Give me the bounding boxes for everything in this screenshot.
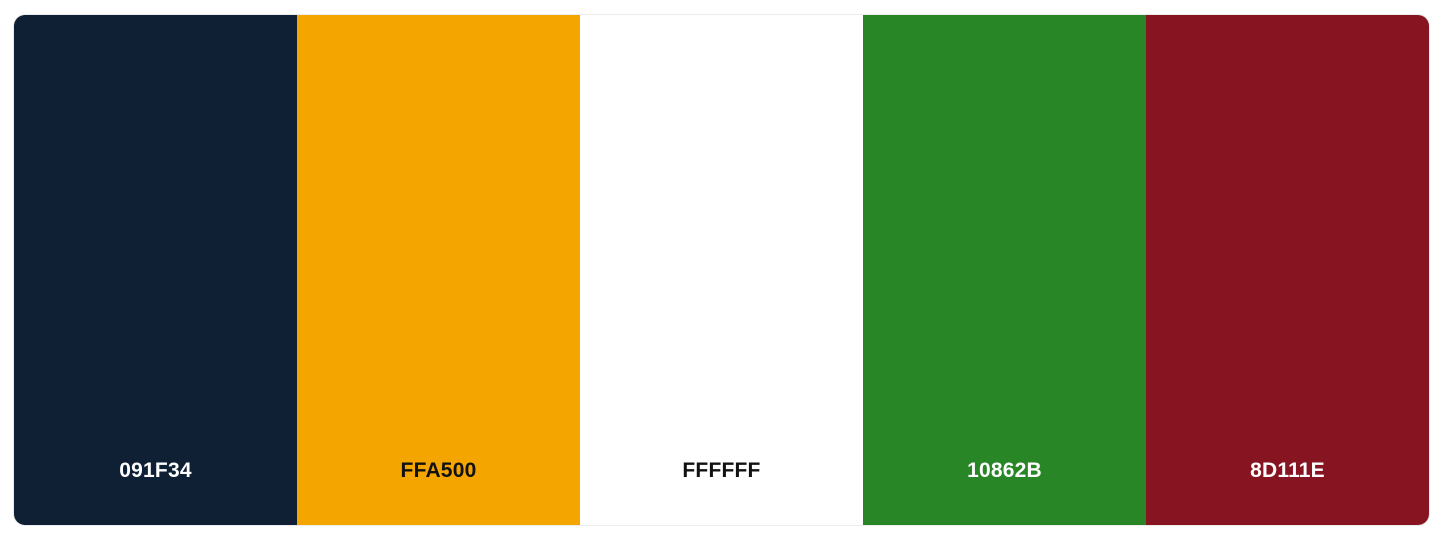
color-swatch[interactable]: 10862B [863,15,1146,525]
color-swatch[interactable]: FFFFFF [580,15,863,525]
color-swatch[interactable]: 091F34 [14,15,297,525]
color-swatch[interactable]: FFA500 [297,15,580,525]
color-palette: 091F34 FFA500 FFFFFF 10862B 8D111E [14,15,1429,525]
color-swatch[interactable]: 8D111E [1146,15,1429,525]
swatch-hex-label: 091F34 [119,459,192,482]
swatch-hex-label: 10862B [967,459,1042,482]
swatch-hex-label: FFA500 [400,459,477,482]
swatch-hex-label: FFFFFF [682,459,761,482]
swatch-hex-label: 8D111E [1250,459,1325,482]
